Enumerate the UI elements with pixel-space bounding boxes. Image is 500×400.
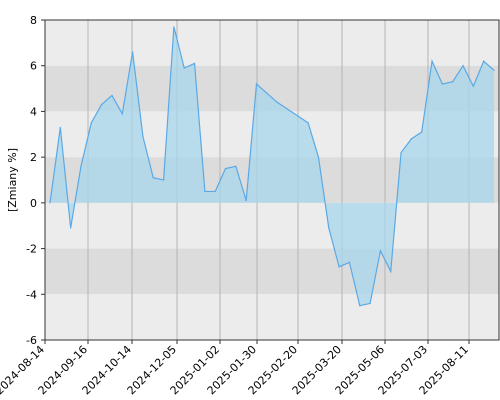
data-point bbox=[421, 131, 423, 133]
data-point bbox=[369, 302, 371, 305]
data-point bbox=[152, 177, 154, 179]
data-point bbox=[132, 51, 134, 53]
plot-border bbox=[44, 19, 500, 341]
y-tick-label: -4 bbox=[26, 288, 37, 301]
data-point bbox=[390, 270, 392, 273]
data-point bbox=[328, 227, 330, 229]
y-tick-label: 0 bbox=[30, 197, 37, 210]
y-axis-ticks: 8 6 4 2 0 -2 -4 -6 bbox=[26, 14, 45, 347]
y-tick-label: 4 bbox=[30, 105, 37, 118]
data-point bbox=[214, 190, 216, 193]
y-tick-label: -6 bbox=[26, 334, 37, 347]
data-point bbox=[379, 250, 382, 252]
background-band bbox=[45, 20, 499, 66]
background-band bbox=[45, 202, 499, 249]
data-point bbox=[493, 69, 495, 71]
data-point bbox=[276, 101, 278, 103]
plot-frame bbox=[44, 19, 500, 341]
data-point bbox=[162, 179, 165, 181]
y-tick-label: 6 bbox=[30, 60, 37, 73]
data-point bbox=[452, 81, 454, 83]
data-point bbox=[49, 202, 51, 204]
x-axis-ticks: 2024-08-142024-09-162024-10-142024-12-05… bbox=[0, 340, 471, 397]
data-point bbox=[307, 122, 309, 124]
data-point bbox=[235, 165, 237, 167]
y-tick-label: 8 bbox=[30, 14, 37, 27]
data-point bbox=[70, 227, 72, 229]
background-band bbox=[45, 294, 499, 340]
data-point bbox=[121, 113, 123, 115]
data-point bbox=[462, 65, 464, 67]
series-line bbox=[49, 26, 495, 307]
data-point bbox=[142, 135, 144, 138]
data-point bbox=[400, 151, 402, 154]
data-point bbox=[245, 199, 247, 202]
data-point bbox=[193, 62, 196, 65]
data-point bbox=[255, 83, 258, 85]
series-layer bbox=[49, 26, 495, 307]
data-point bbox=[348, 261, 351, 263]
data-point bbox=[338, 266, 340, 268]
data-point bbox=[183, 67, 185, 69]
data-point bbox=[297, 115, 299, 117]
data-point bbox=[317, 156, 320, 158]
data-point bbox=[111, 94, 113, 97]
y-tick-label: 2 bbox=[30, 151, 37, 164]
data-point bbox=[483, 60, 485, 62]
data-point bbox=[441, 83, 443, 85]
data-point bbox=[224, 167, 227, 170]
y-axis-label: [Zmiany %] bbox=[6, 148, 19, 212]
data-point bbox=[59, 126, 61, 129]
data-point bbox=[266, 92, 268, 94]
data-point bbox=[431, 60, 433, 62]
y-tick-label: -2 bbox=[26, 243, 37, 256]
background-band bbox=[45, 248, 499, 295]
data-point bbox=[80, 165, 82, 167]
data-point bbox=[90, 122, 92, 124]
area-fill bbox=[50, 26, 494, 306]
data-point bbox=[204, 190, 206, 193]
data-point bbox=[410, 138, 412, 140]
data-point bbox=[286, 108, 289, 110]
data-point bbox=[472, 85, 474, 87]
data-point bbox=[359, 305, 361, 307]
data-point bbox=[173, 26, 175, 28]
data-point bbox=[101, 103, 103, 106]
